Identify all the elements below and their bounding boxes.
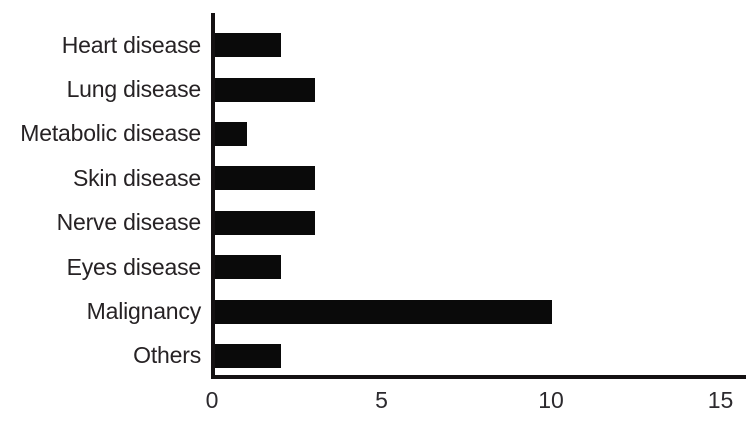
bar-row: Malignancy: [0, 289, 755, 333]
bar-row: Nerve disease: [0, 201, 755, 245]
category-label: Nerve disease: [56, 209, 202, 236]
category-label: Heart disease: [61, 31, 202, 58]
category-label: Eyes disease: [66, 253, 202, 280]
bar-row: Lung disease: [0, 67, 755, 111]
bar: [215, 299, 552, 324]
category-label: Lung disease: [66, 76, 202, 103]
bar: [215, 77, 315, 102]
bar: [215, 343, 281, 368]
x-tick-label: 5: [375, 387, 388, 413]
bar: [215, 255, 281, 280]
x-tick-label: 0: [205, 387, 219, 413]
bar-row: Metabolic disease: [0, 112, 755, 156]
bar: [215, 210, 315, 235]
bar-row: Eyes disease: [0, 245, 755, 289]
category-label: Malignancy: [86, 298, 202, 325]
bar-rows-container: Heart disease Lung disease Metabolic disea…: [0, 23, 755, 378]
bar-row: Skin disease: [0, 156, 755, 200]
bar: [215, 33, 281, 58]
x-tick-label: 10: [538, 387, 564, 413]
category-label: Skin disease: [72, 164, 201, 191]
bar-row: Others: [0, 334, 755, 378]
y-axis-line: [211, 13, 215, 379]
x-axis-line: [211, 375, 746, 379]
x-tick-label: 15: [707, 387, 734, 413]
bar: [215, 166, 315, 191]
bar-row: Heart disease: [0, 23, 755, 67]
bar: [215, 121, 247, 146]
category-label: Metabolic disease: [20, 120, 201, 147]
category-label: Others: [133, 342, 201, 369]
